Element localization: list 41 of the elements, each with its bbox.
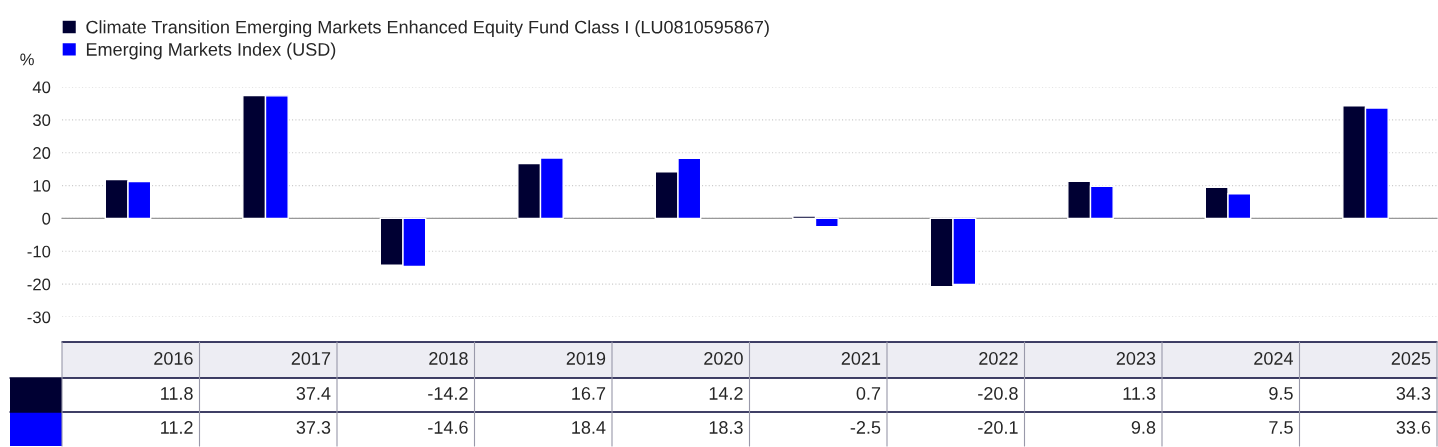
y-tick-label: -30 xyxy=(27,311,51,324)
data-label: 16.7 xyxy=(572,387,606,400)
data-label: 9.5 xyxy=(1269,387,1293,400)
y-tick-label: 20 xyxy=(33,147,51,159)
data-label: -14.6 xyxy=(428,421,468,434)
x-tick-label: 2025 xyxy=(1391,352,1431,365)
y-tick-label: 40 xyxy=(32,81,51,94)
data-label: -20.8 xyxy=(978,387,1018,400)
data-label: 37.3 xyxy=(296,421,331,434)
x-tick-label: 2020 xyxy=(704,352,743,365)
data-label: 18.3 xyxy=(709,421,743,434)
legend-label: Emerging Markets Index (USD) xyxy=(86,42,336,60)
y-tick-label: 10 xyxy=(33,179,51,192)
x-tick-label: 2023 xyxy=(1116,352,1156,365)
x-tick-label: 2017 xyxy=(291,352,331,365)
data-label: 34.3 xyxy=(1396,387,1431,400)
data-label: 11.3 xyxy=(1123,387,1156,400)
data-label: 14.2 xyxy=(709,387,743,400)
data-label: -2.5 xyxy=(850,421,881,434)
data-label: 9.8 xyxy=(1131,421,1156,434)
x-tick-label: 2024 xyxy=(1254,352,1293,365)
data-label: 11.2 xyxy=(161,421,193,434)
data-label: 11.8 xyxy=(161,387,193,400)
x-tick-label: 2019 xyxy=(566,352,606,365)
y-tick-label: -10 xyxy=(27,245,51,258)
x-tick-label: 2018 xyxy=(429,352,468,365)
data-label: 18.4 xyxy=(572,421,606,434)
y-axis-title: % xyxy=(20,53,34,66)
x-tick-label: 2016 xyxy=(154,352,193,365)
legend-label: Climate Transition Emerging Markets Enhanced Equity Fund Class I (LU0810595867) xyxy=(86,20,769,38)
x-tick-label: 2022 xyxy=(979,352,1018,365)
data-label: -20.1 xyxy=(978,421,1018,434)
y-tick-label: 30 xyxy=(32,114,51,127)
y-tick-label: -20 xyxy=(27,278,51,291)
data-label: 0.7 xyxy=(856,387,881,400)
x-tick-label: 2021 xyxy=(841,352,881,365)
data-label: 37.4 xyxy=(296,387,331,400)
y-tick-label: 0 xyxy=(42,212,51,225)
data-label: 33.6 xyxy=(1396,421,1431,434)
data-label: 7.5 xyxy=(1269,421,1293,434)
data-label: -14.2 xyxy=(428,387,468,400)
